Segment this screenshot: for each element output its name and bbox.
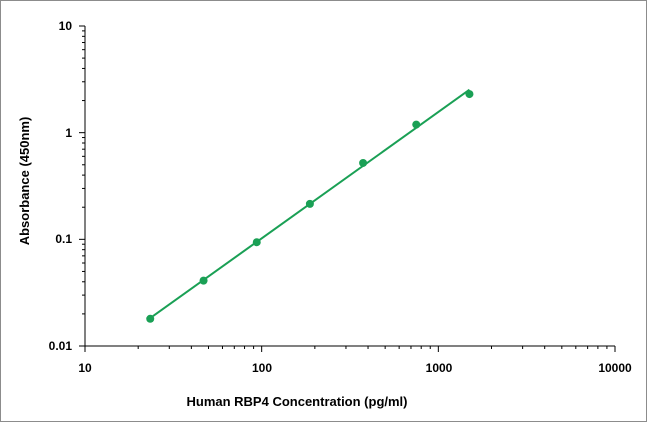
axis-ticks [79, 25, 616, 352]
series-layer [146, 88, 474, 323]
y-tick-label: 0.1 [55, 232, 72, 246]
data-point [252, 238, 261, 247]
x-tick-label: 1000 [426, 361, 453, 375]
data-point [305, 199, 314, 208]
data-point [146, 314, 155, 323]
tick-labels: 10 100 1000 10000 10 1 0.1 0.01 [49, 19, 632, 375]
data-point [412, 120, 421, 129]
x-tick-label: 100 [252, 361, 272, 375]
axes [84, 26, 615, 347]
data-point [465, 90, 474, 99]
data-point [199, 276, 208, 285]
y-tick-label: 10 [59, 19, 73, 33]
y-tick-label: 1 [65, 126, 72, 140]
x-axis-title: Human RBP4 Concentration (pg/ml) [186, 394, 407, 409]
x-tick-label: 10000 [598, 361, 632, 375]
y-tick-label: 0.01 [49, 339, 73, 353]
y-axis-title: Absorbance (450nm) [17, 117, 32, 246]
x-tick-label: 10 [78, 361, 92, 375]
data-point [359, 158, 368, 167]
